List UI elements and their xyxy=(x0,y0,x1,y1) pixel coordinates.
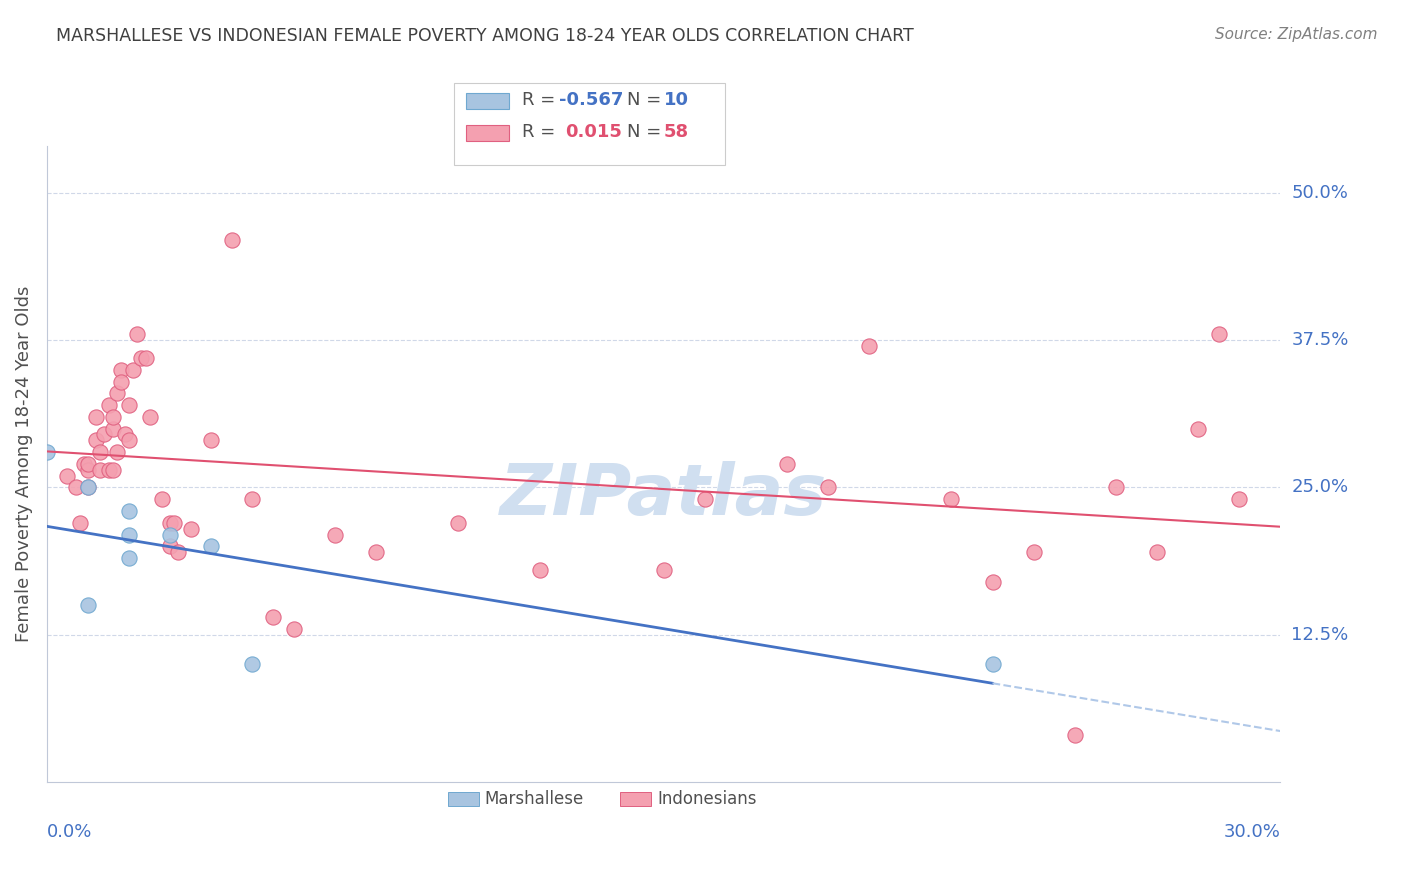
Point xyxy=(127,327,149,342)
FancyBboxPatch shape xyxy=(467,125,509,141)
Point xyxy=(180,522,202,536)
Text: 0.015: 0.015 xyxy=(565,123,621,141)
Text: 12.5%: 12.5% xyxy=(1292,625,1348,643)
Text: Marshallese: Marshallese xyxy=(485,789,583,808)
Point xyxy=(159,527,181,541)
Point xyxy=(693,492,716,507)
Point xyxy=(1063,728,1085,742)
Text: 58: 58 xyxy=(664,123,689,141)
Point xyxy=(1187,421,1209,435)
Point xyxy=(84,434,107,448)
FancyBboxPatch shape xyxy=(620,792,651,805)
Point xyxy=(89,463,111,477)
Text: R =: R = xyxy=(522,123,567,141)
Point xyxy=(283,622,305,636)
Point xyxy=(159,539,181,553)
Point xyxy=(858,339,880,353)
Point xyxy=(200,539,222,553)
Point xyxy=(776,457,799,471)
Point xyxy=(242,492,264,507)
Point xyxy=(101,463,124,477)
Text: Source: ZipAtlas.com: Source: ZipAtlas.com xyxy=(1215,27,1378,42)
Point xyxy=(56,468,79,483)
Text: R =: R = xyxy=(522,91,561,110)
Point xyxy=(84,409,107,424)
Point xyxy=(242,657,264,671)
Text: N =: N = xyxy=(627,123,666,141)
Text: 30.0%: 30.0% xyxy=(1223,823,1281,841)
Text: 37.5%: 37.5% xyxy=(1292,331,1348,350)
Point xyxy=(105,445,128,459)
Point xyxy=(101,421,124,435)
Point xyxy=(1146,545,1168,559)
Point xyxy=(77,480,100,494)
Point xyxy=(93,427,115,442)
Point xyxy=(981,657,1004,671)
Text: Indonesians: Indonesians xyxy=(658,789,756,808)
Point xyxy=(118,434,141,448)
Point xyxy=(118,504,141,518)
Point xyxy=(1227,492,1250,507)
Point xyxy=(150,492,173,507)
Point xyxy=(167,545,190,559)
Y-axis label: Female Poverty Among 18-24 Year Olds: Female Poverty Among 18-24 Year Olds xyxy=(15,285,32,642)
Point xyxy=(138,409,160,424)
Point xyxy=(105,386,128,401)
Point xyxy=(110,375,132,389)
Point xyxy=(77,463,100,477)
Text: N =: N = xyxy=(627,91,666,110)
Point xyxy=(941,492,963,507)
Point xyxy=(101,409,124,424)
Text: ZIPatlas: ZIPatlas xyxy=(501,461,827,530)
Point xyxy=(364,545,387,559)
Point xyxy=(97,398,120,412)
FancyBboxPatch shape xyxy=(454,83,725,165)
Point xyxy=(118,398,141,412)
Point xyxy=(981,574,1004,589)
Text: 0.0%: 0.0% xyxy=(46,823,93,841)
Point xyxy=(77,598,100,612)
Point xyxy=(118,551,141,566)
Text: MARSHALLESE VS INDONESIAN FEMALE POVERTY AMONG 18-24 YEAR OLDS CORRELATION CHART: MARSHALLESE VS INDONESIAN FEMALE POVERTY… xyxy=(56,27,914,45)
Point xyxy=(1105,480,1128,494)
Point xyxy=(65,480,87,494)
Text: 10: 10 xyxy=(664,91,689,110)
Text: -0.567: -0.567 xyxy=(558,91,623,110)
Text: 50.0%: 50.0% xyxy=(1292,185,1348,202)
Point xyxy=(89,445,111,459)
Point xyxy=(77,457,100,471)
Point xyxy=(1022,545,1045,559)
Point xyxy=(200,434,222,448)
Point xyxy=(221,233,243,247)
Point xyxy=(73,457,96,471)
Point xyxy=(35,445,58,459)
Point xyxy=(529,563,551,577)
Point xyxy=(122,363,145,377)
Point xyxy=(135,351,157,365)
Point xyxy=(817,480,839,494)
Point xyxy=(262,610,284,624)
Point xyxy=(323,527,346,541)
FancyBboxPatch shape xyxy=(447,792,478,805)
Point xyxy=(114,427,136,442)
Point xyxy=(1208,327,1230,342)
Point xyxy=(110,363,132,377)
Point xyxy=(159,516,181,530)
Point xyxy=(652,563,675,577)
Point xyxy=(131,351,153,365)
Point xyxy=(118,527,141,541)
Point xyxy=(69,516,91,530)
Point xyxy=(77,480,100,494)
Point xyxy=(97,463,120,477)
Text: 25.0%: 25.0% xyxy=(1292,478,1348,497)
Point xyxy=(163,516,186,530)
FancyBboxPatch shape xyxy=(467,93,509,109)
Point xyxy=(447,516,470,530)
